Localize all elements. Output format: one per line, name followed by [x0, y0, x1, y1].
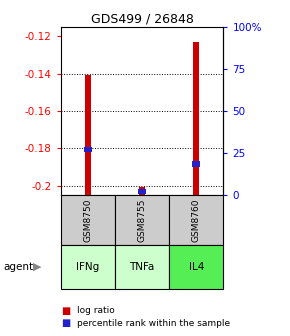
Text: IL4: IL4: [188, 262, 204, 272]
Bar: [192, 161, 200, 167]
Text: ▶: ▶: [33, 262, 42, 272]
Text: GSM8750: GSM8750: [84, 198, 93, 242]
Text: ■: ■: [61, 318, 70, 328]
Bar: [138, 189, 146, 194]
Text: percentile rank within the sample: percentile rank within the sample: [77, 319, 230, 328]
Text: GSM8760: GSM8760: [192, 198, 201, 242]
Text: IFNg: IFNg: [76, 262, 99, 272]
Bar: [85, 75, 91, 195]
Bar: [115, 245, 169, 289]
Bar: [61, 195, 115, 245]
Bar: [139, 187, 145, 195]
Bar: [169, 195, 223, 245]
Bar: [84, 147, 92, 152]
Text: log ratio: log ratio: [77, 306, 115, 315]
Text: GSM8755: GSM8755: [137, 198, 147, 242]
Text: ■: ■: [61, 306, 70, 316]
Text: TNFa: TNFa: [129, 262, 155, 272]
Text: agent: agent: [3, 262, 33, 272]
Bar: [193, 42, 200, 195]
Bar: [169, 245, 223, 289]
Title: GDS499 / 26848: GDS499 / 26848: [91, 13, 193, 26]
Bar: [115, 195, 169, 245]
Bar: [61, 245, 115, 289]
